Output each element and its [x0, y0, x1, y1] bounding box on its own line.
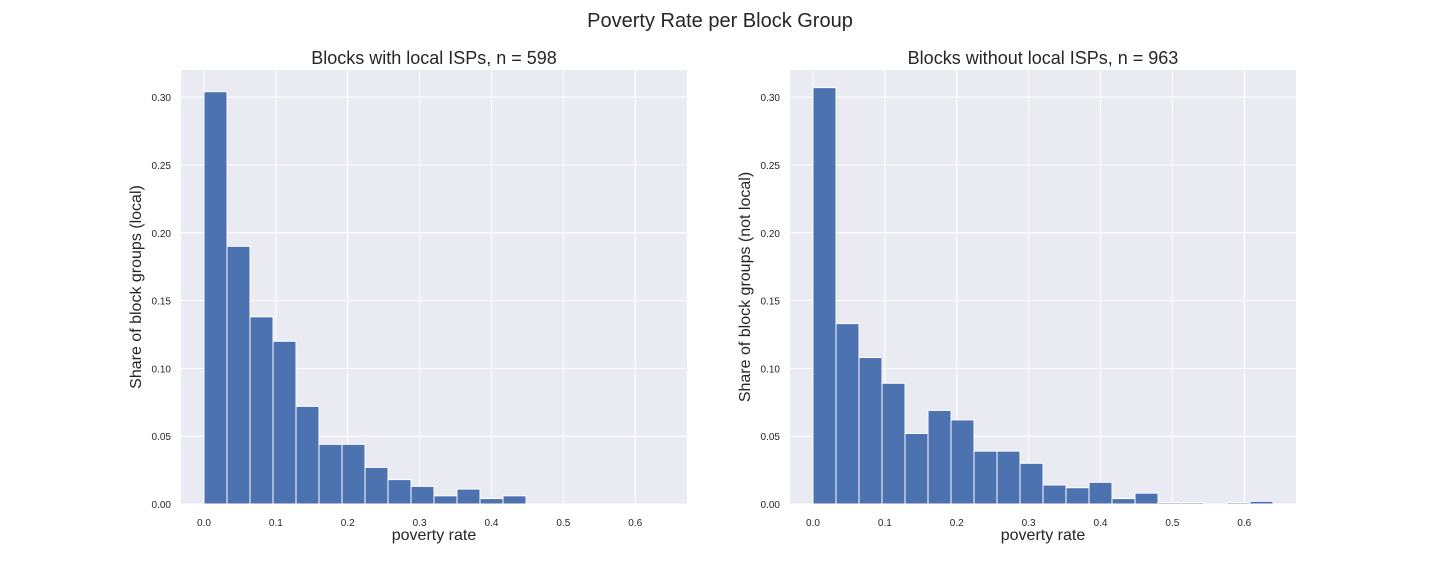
- left-histogram-bar: [249, 316, 274, 505]
- left-histogram-bar: [433, 495, 458, 505]
- left-histogram-bar: [226, 245, 251, 505]
- right-histogram-bar: [1249, 500, 1274, 505]
- right-panel-title: Blocks without local ISPs, n = 963: [908, 48, 1179, 68]
- right-histogram-bar: [1157, 502, 1182, 505]
- left-histogram-bar: [341, 443, 366, 505]
- right-histogram-bar: [973, 450, 998, 505]
- right-x-ticks: 0.0 0.1 0.2 0.3 0.4 0.5 0.6: [806, 518, 1252, 529]
- right-y-tick-label: 0.10: [761, 364, 781, 375]
- right-histogram-bar: [927, 409, 952, 505]
- left-y-axis-label: Share of block groups (local): [128, 185, 145, 389]
- left-y-tick-label: 0.10: [152, 364, 172, 375]
- left-x-tick-label: 0.4: [485, 518, 499, 529]
- left-y-tick-label: 0.20: [152, 229, 172, 240]
- left-y-tick-label: 0.15: [152, 297, 172, 308]
- left-x-tick-label: 0.3: [413, 518, 427, 529]
- right-y-tick-label: 0.00: [761, 500, 781, 511]
- left-panel: 0.0 0.1 0.2 0.3 0.4 0.5 0.6 0.000.050.100.150.…: [128, 48, 687, 544]
- right-bars: [812, 87, 1274, 505]
- right-x-axis-label: poverty rate: [1001, 527, 1086, 544]
- left-x-axis-label: poverty rate: [392, 527, 477, 544]
- right-histogram-bar: [1134, 492, 1159, 505]
- right-y-tick-label: 0.05: [761, 432, 781, 443]
- right-x-tick-label: 0.0: [806, 518, 820, 529]
- left-histogram-bar: [364, 466, 389, 505]
- left-panel-title: Blocks with local ISPs, n = 598: [311, 48, 557, 68]
- left-y-tick-label: 0.30: [152, 93, 172, 104]
- right-histogram-bar: [1111, 498, 1136, 505]
- right-histogram-bar: [881, 382, 906, 505]
- right-histogram-bar: [835, 323, 860, 505]
- left-histogram-bar: [502, 495, 527, 505]
- right-y-tick-label: 0.20: [761, 229, 781, 240]
- left-x-tick-label: 0.5: [556, 518, 570, 529]
- right-histogram-bar: [1019, 462, 1044, 505]
- left-x-ticks: 0.0 0.1 0.2 0.3 0.4 0.5 0.6: [197, 518, 643, 529]
- right-histogram-bar: [1088, 481, 1113, 505]
- right-histogram-bar: [904, 432, 929, 505]
- right-y-axis-label: Share of block groups (not local): [737, 172, 754, 402]
- left-histogram-bar: [272, 340, 297, 505]
- right-histogram-bar: [812, 87, 837, 505]
- figure-title: Poverty Rate per Block Group: [587, 10, 853, 32]
- right-y-tick-label: 0.15: [761, 297, 781, 308]
- left-histogram-bar: [479, 498, 504, 505]
- left-bars: [203, 91, 527, 505]
- left-histogram-bar: [410, 485, 435, 505]
- left-histogram-bar: [295, 405, 320, 505]
- right-histogram-bar: [1226, 502, 1251, 505]
- right-histogram-bar: [1065, 487, 1090, 505]
- right-histogram-bar: [950, 419, 975, 505]
- right-histogram-bar: [996, 450, 1021, 505]
- right-x-tick-label: 0.1: [878, 518, 892, 529]
- left-x-tick-label: 0.6: [628, 518, 642, 529]
- left-histogram-bar: [456, 488, 481, 505]
- left-y-tick-label: 0.05: [152, 432, 172, 443]
- left-histogram-bar: [318, 443, 343, 505]
- right-x-tick-label: 0.5: [1165, 518, 1179, 529]
- left-y-ticks: 0.00 0.05 0.10 0.15 0.20 0.25 0.30: [152, 93, 172, 511]
- left-x-tick-label: 0.2: [341, 518, 355, 529]
- left-histogram-bar: [387, 479, 412, 505]
- right-y-ticks: 0.00 0.05 0.10 0.15 0.20 0.25 0.30: [761, 93, 781, 511]
- right-histogram-bar: [1042, 484, 1067, 505]
- right-histogram-bar: [858, 357, 883, 505]
- right-x-tick-label: 0.3: [1022, 518, 1036, 529]
- left-histogram-bar: [203, 91, 228, 505]
- left-x-tick-label: 0.0: [197, 518, 211, 529]
- right-x-tick-label: 0.2: [950, 518, 964, 529]
- right-panel: 0.0 0.1 0.2 0.3 0.4 0.5 0.6 0.000.050.100.150.…: [737, 48, 1296, 544]
- left-y-tick-label: 0.00: [152, 500, 172, 511]
- right-x-tick-label: 0.6: [1237, 518, 1251, 529]
- left-y-tick-label: 0.25: [152, 161, 172, 172]
- right-histogram-bar: [1180, 502, 1205, 505]
- right-x-tick-label: 0.4: [1094, 518, 1108, 529]
- left-x-tick-label: 0.1: [269, 518, 283, 529]
- right-y-tick-label: 0.30: [761, 93, 781, 104]
- right-y-tick-label: 0.25: [761, 161, 781, 172]
